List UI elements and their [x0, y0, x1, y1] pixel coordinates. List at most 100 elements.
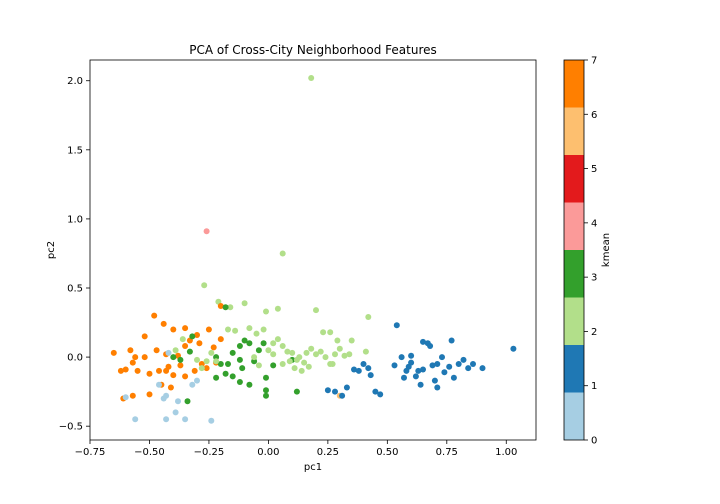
scatter-point — [251, 354, 258, 361]
scatter-point — [393, 322, 400, 329]
x-tick-label: 0.75 — [436, 447, 458, 458]
scatter-point — [260, 340, 267, 347]
scatter-point — [213, 354, 220, 361]
scatter-point — [255, 362, 262, 369]
scatter-point — [332, 351, 338, 358]
scatter-point — [367, 372, 374, 379]
scatter-point — [420, 366, 426, 373]
scatter-point — [465, 365, 472, 372]
colorbar-tick-label: 1 — [591, 381, 597, 392]
scatter-point — [434, 384, 441, 391]
colorbar-segment — [564, 107, 584, 155]
scatter-point — [429, 362, 436, 369]
scatter-point — [408, 352, 415, 359]
scatter-point — [270, 351, 277, 358]
scatter-point — [308, 75, 315, 81]
scatter-point — [160, 395, 167, 402]
scatter-point — [510, 345, 517, 352]
x-axis-ticks: −0.75 −0.50 −0.25 0.00 0.25 0.50 0.75 1.00 — [75, 440, 517, 458]
scatter-point — [127, 347, 134, 354]
scatter-point — [346, 351, 353, 358]
scatter-point — [141, 354, 148, 361]
scatter-point — [448, 337, 455, 344]
scatter-point — [360, 361, 367, 367]
scatter-point — [298, 367, 305, 374]
x-tick-label: 1.00 — [495, 447, 517, 458]
scatter-point — [398, 354, 405, 361]
y-tick-label: 0.0 — [67, 353, 83, 364]
scatter-point — [156, 381, 162, 388]
colorbar-segment — [564, 202, 584, 250]
colorbar-tick-label: 7 — [591, 56, 597, 67]
scatter-point — [455, 361, 462, 367]
scatter-point — [322, 354, 329, 361]
scatter-point — [308, 345, 315, 352]
scatter-point — [265, 347, 272, 354]
scatter-point — [201, 282, 208, 289]
scatter-point — [129, 359, 136, 366]
scatter-point — [132, 354, 139, 361]
scatter-point — [182, 373, 189, 380]
x-tick-label: −0.50 — [134, 447, 165, 458]
y-tick-label: 2.0 — [67, 76, 83, 87]
scatter-point — [210, 344, 217, 351]
colorbar-tick-label: 3 — [591, 273, 597, 284]
colorbar-label: kmean — [601, 233, 612, 267]
scatter-point — [296, 354, 303, 361]
scatter-point — [246, 325, 253, 332]
scatter-point — [441, 369, 448, 376]
scatter-point — [222, 370, 229, 377]
scatter-point — [217, 303, 224, 309]
scatter-point — [203, 365, 210, 372]
colorbar-tick-label: 6 — [591, 110, 597, 121]
colorbar-segment — [564, 297, 584, 345]
scatter-point — [156, 367, 162, 374]
scatter-point — [175, 398, 181, 405]
scatter-point — [225, 326, 231, 333]
scatter-point — [417, 381, 424, 388]
scatter-point — [362, 348, 369, 355]
scatter-point — [229, 349, 236, 356]
scatter-point — [222, 304, 229, 311]
scatter-point — [284, 348, 291, 355]
scatter-point — [213, 358, 220, 365]
scatter-point — [263, 387, 269, 394]
scatter-point — [427, 343, 434, 349]
scatter-point — [153, 347, 160, 354]
scatter-point — [167, 384, 174, 391]
scatter-point — [313, 307, 319, 314]
scatter-point — [415, 367, 422, 374]
scatter-point — [343, 384, 350, 391]
axes-frame — [89, 59, 537, 441]
x-tick-label: 0.00 — [257, 447, 279, 458]
scatter-point — [182, 343, 189, 349]
y-tick-label: 1.0 — [67, 214, 83, 225]
scatter-point — [239, 365, 246, 372]
scatter-point — [251, 358, 258, 365]
scatter-point — [263, 392, 269, 399]
scatter-point — [203, 228, 210, 235]
y-tick-label: 0.5 — [67, 284, 83, 295]
scatter-point — [279, 343, 286, 349]
scatter-point — [334, 337, 341, 344]
scatter-point — [122, 394, 129, 401]
scatter-point — [182, 416, 189, 423]
scatter-point — [198, 361, 205, 367]
scatter-point — [253, 330, 260, 337]
scatter-point — [141, 333, 148, 340]
scatter-point — [303, 349, 310, 356]
colorbar-segment — [564, 392, 584, 440]
scatter-point — [163, 367, 170, 374]
scatter-point — [110, 349, 117, 356]
scatter-point — [301, 359, 308, 366]
scatter-point — [194, 356, 200, 363]
scatter-point — [313, 351, 319, 358]
y-tick-label: −0.5 — [59, 422, 83, 433]
scatter-point — [163, 416, 170, 423]
scatter-point — [401, 374, 407, 381]
scatter-point — [194, 332, 200, 338]
scatter-point — [213, 374, 220, 381]
scatter-point — [377, 391, 384, 398]
scatter-points — [110, 75, 517, 424]
